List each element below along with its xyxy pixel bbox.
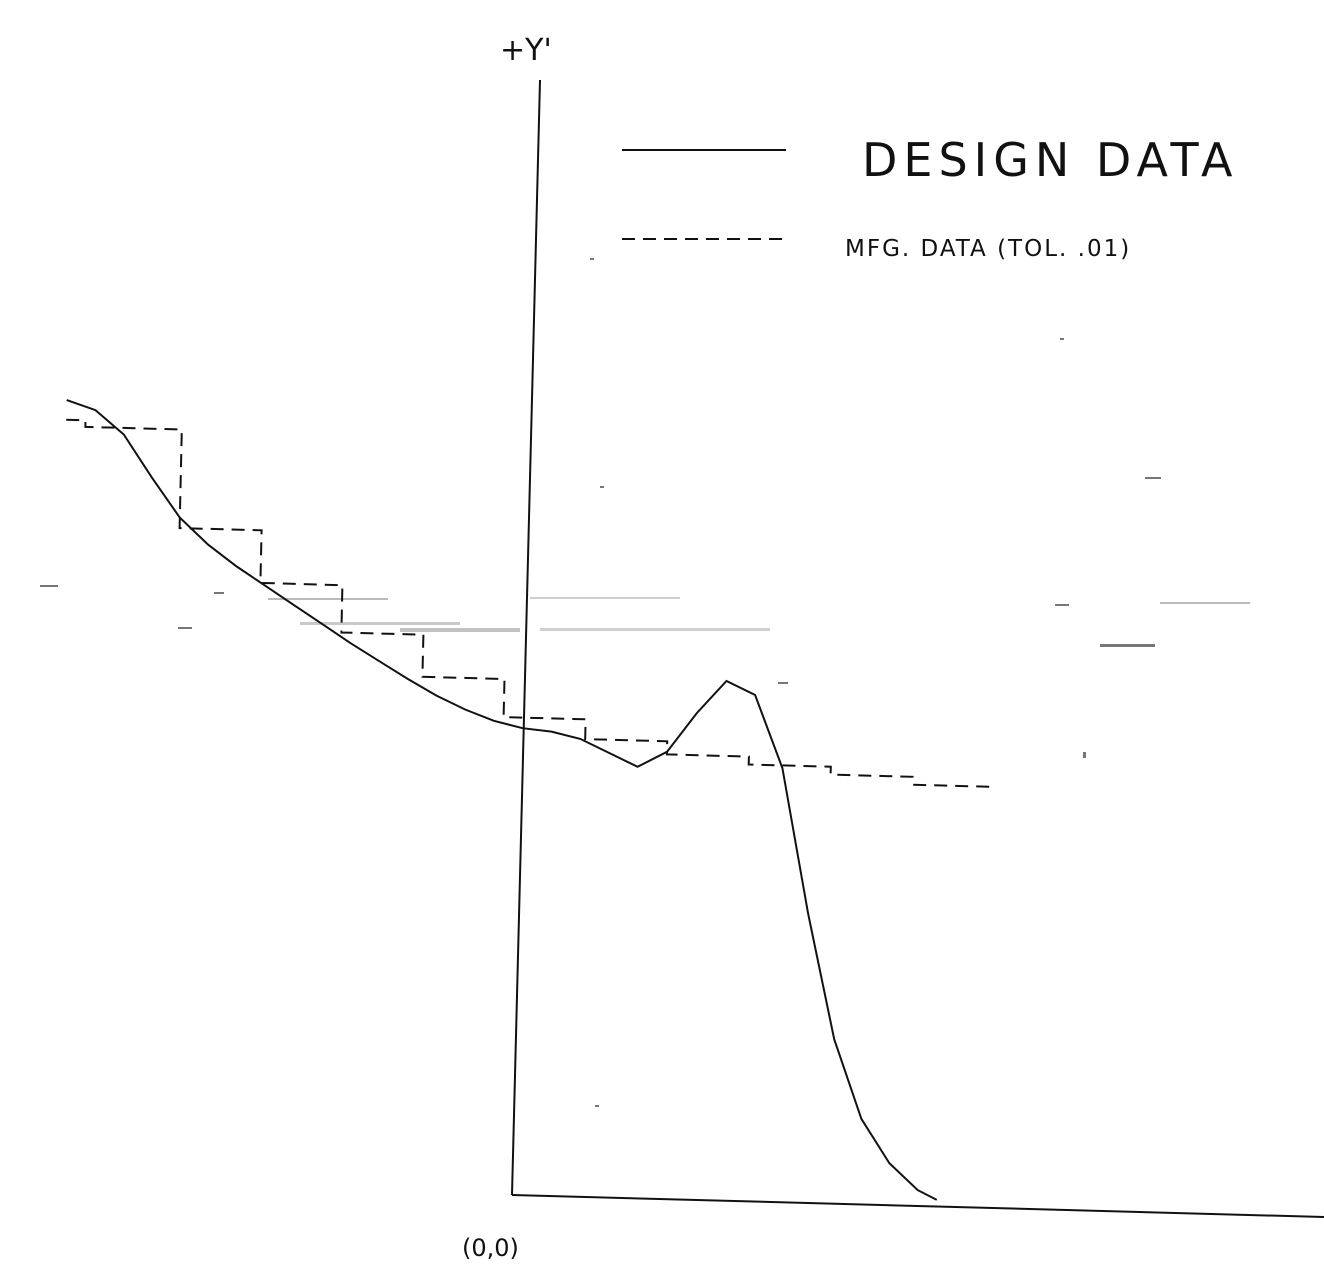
- origin-label: (0,0): [462, 1234, 519, 1262]
- design-data-line: [66, 399, 938, 1201]
- legend-mfg-label: MFG. DATA (TOL. .01): [845, 236, 1131, 262]
- mfg-data-line: [66, 418, 995, 788]
- x-axis-line: [511, 1194, 1324, 1218]
- y-axis-line: [511, 79, 541, 1196]
- y-axis-label: +Y': [500, 33, 552, 68]
- legend-design-label: DESIGN DATA: [862, 133, 1238, 187]
- legend: DESIGN DATA MFG. DATA (TOL. .01): [622, 133, 1238, 262]
- scan-noise: [40, 258, 1250, 1107]
